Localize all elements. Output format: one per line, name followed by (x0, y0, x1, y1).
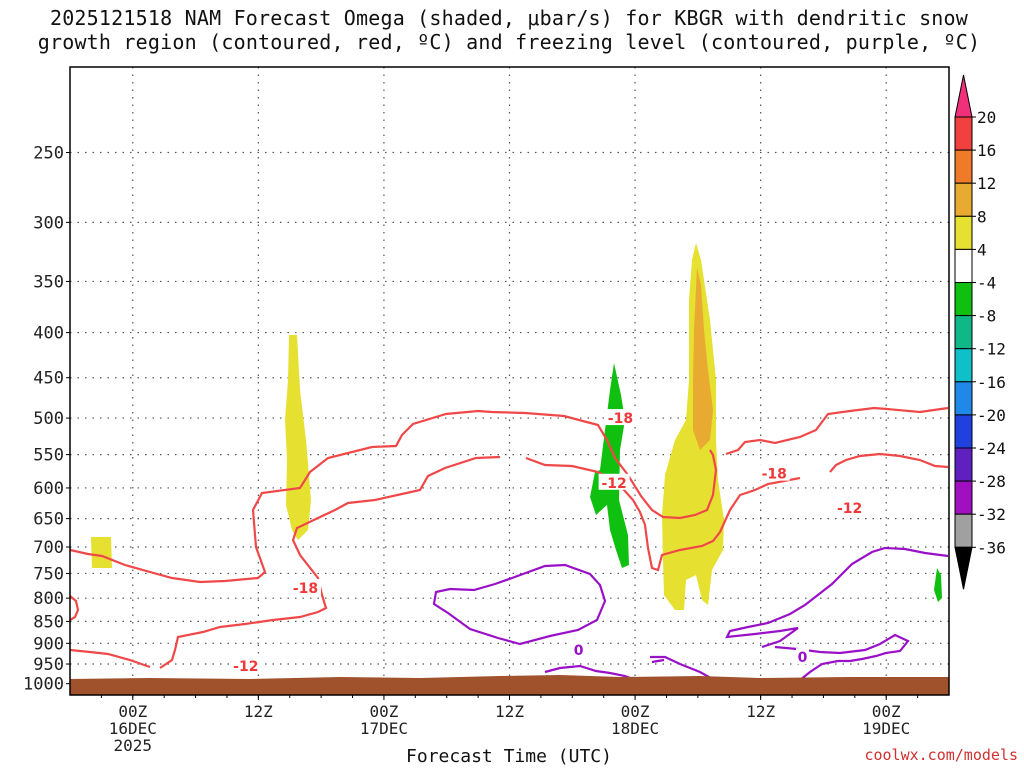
contour-label: -12 (601, 476, 626, 492)
contour-label: -18 (608, 411, 633, 427)
x-tick-label: 00Z (369, 702, 398, 721)
colorbar-bottom-triangle (954, 546, 973, 590)
y-tick-label: 600 (33, 479, 64, 499)
colorbar-label: -12 (977, 340, 1006, 359)
y-tick-label: 650 (33, 510, 64, 530)
omega-area-positive (91, 537, 112, 568)
contour-label-bg (289, 578, 321, 595)
colorbar-label: -28 (977, 472, 1006, 491)
colorbar-label: -4 (977, 274, 996, 293)
y-tick-label: 400 (33, 324, 64, 344)
colorbar-segment (954, 381, 973, 416)
dgz-contour-minus12-loop (70, 595, 80, 621)
y-tick-label: 550 (33, 446, 64, 466)
colorbar-segment (954, 215, 973, 250)
contour-label: -12 (233, 659, 258, 675)
colorbar-segment (954, 116, 973, 151)
x-tick-label: 12Z (244, 702, 273, 721)
colorbar-segment (954, 282, 973, 317)
freezing-level-contour (432, 563, 607, 646)
plot-background (70, 67, 949, 695)
y-tick-label: 950 (33, 655, 64, 675)
contour-label-bg (598, 473, 630, 490)
dgz-contour-minus12 (70, 452, 949, 669)
colorbar-label: -32 (977, 505, 1006, 524)
contour-labels: -18 -12 -18 -12 -18 -12 0 0 (230, 409, 866, 675)
contour-label: 0 (574, 643, 584, 659)
y-tick-label: 900 (33, 634, 64, 654)
freezing-level-contour (650, 655, 717, 682)
contour-label: -18 (762, 467, 787, 483)
colorbar-segment (954, 348, 973, 383)
y-tick-label: 850 (33, 612, 64, 632)
dgz-contour-minus18 (70, 406, 949, 584)
colorbar-segment (954, 480, 973, 515)
contour-label-bg (834, 498, 866, 515)
y-tick-label: 450 (33, 369, 64, 389)
colorbar-segment (954, 513, 973, 548)
colorbar-segment (954, 315, 973, 350)
title-line-1: 2025121518 NAM Forecast Omega (shaded, μ… (49, 6, 969, 30)
y-tick-label: 700 (33, 538, 64, 558)
colorbar-segment (954, 414, 973, 449)
x-tick-label: 16DEC (109, 719, 157, 738)
y-tick-label: 350 (33, 272, 64, 292)
colorbar-label: 16 (977, 141, 996, 160)
y-tick-label: 250 (33, 143, 64, 163)
x-axis-title: Forecast Time (UTC) (406, 746, 612, 767)
credit-text: coolwx.com/models (864, 746, 1018, 764)
x-tick-label: 00Z (118, 702, 147, 721)
x-tick-label: 2025 (114, 736, 153, 755)
contour-label-bg (572, 641, 586, 658)
colorbar-segment (954, 149, 973, 184)
title-line-2: growth region (contoured, red, ºC) and f… (37, 30, 981, 54)
x-tick-label: 00Z (621, 702, 650, 721)
colorbar-segment (954, 248, 973, 283)
omega-area-core (693, 268, 713, 450)
contour-label: -12 (837, 501, 862, 517)
colorbar-label: -8 (977, 307, 996, 326)
colorbar-label: 4 (977, 240, 987, 259)
x-tick-label: 17DEC (360, 719, 408, 738)
y-tick-label: 800 (33, 589, 64, 609)
y-tick-label: 1000 (23, 675, 64, 695)
x-tick-label: 18DEC (611, 719, 659, 738)
colorbar-label: -36 (977, 538, 1006, 557)
x-tick-label: 00Z (872, 702, 901, 721)
contour-label-bg (604, 409, 636, 426)
terrain-ground (70, 675, 949, 695)
contour-label-bg (758, 464, 790, 481)
colorbar-label: -20 (977, 406, 1006, 425)
colorbar-label: -24 (977, 439, 1006, 458)
x-tick-label: 19DEC (862, 719, 910, 738)
colorbar: 20 16 12 8 4 -4 -8 -12 -16 -20 -24 -28 -32 -36 (954, 74, 1006, 590)
y-axis: 2503003504004505005506006507007508008509… (23, 143, 70, 695)
contour-label-bg (796, 648, 809, 665)
colorbar-label: 12 (977, 174, 996, 193)
x-tick-label: 12Z (746, 702, 775, 721)
omega-area-negative (934, 568, 942, 602)
colorbar-label: -16 (977, 373, 1006, 392)
chart-title: 2025121518 NAM Forecast Omega (shaded, μ… (0, 6, 1018, 54)
y-tick-label: 500 (33, 409, 64, 429)
colorbar-segment (954, 447, 973, 482)
colorbar-label: 20 (977, 108, 996, 127)
contour-label-bg (230, 657, 262, 674)
freezing-level-contour (725, 546, 949, 685)
colorbar-label: 8 (977, 207, 987, 226)
contour-label: -18 (293, 581, 318, 597)
colorbar-segment (954, 182, 973, 217)
colorbar-top-triangle (954, 74, 973, 118)
y-tick-label: 750 (33, 564, 64, 584)
contour-label: 0 (798, 650, 808, 666)
freezing-level-contour (651, 658, 665, 664)
y-tick-label: 300 (33, 213, 64, 233)
x-tick-label: 12Z (495, 702, 524, 721)
contours (70, 406, 949, 685)
freezing-level-contour (544, 664, 641, 684)
